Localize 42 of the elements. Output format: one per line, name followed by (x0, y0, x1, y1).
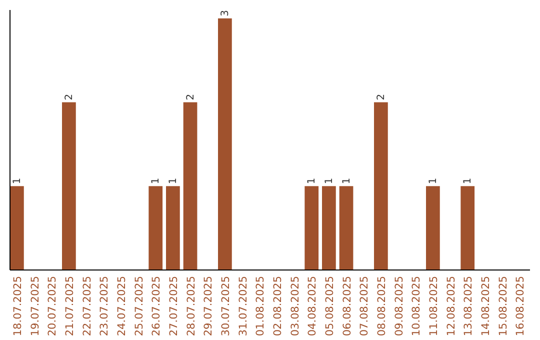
x-tick-label: 10.08.2025 (410, 276, 423, 336)
data-label: 1 (341, 178, 352, 184)
data-label: 1 (324, 178, 335, 184)
data-label: 1 (462, 178, 474, 184)
x-tick-label: 06.08.2025 (341, 276, 354, 336)
x-tick-label: 18.07.2025 (12, 276, 24, 336)
x-tick-label: 31.07.2025 (237, 276, 250, 336)
data-label: 1 (150, 178, 162, 184)
x-tick-label: 15.08.2025 (497, 276, 510, 336)
data-label: 1 (168, 178, 179, 184)
data-label: 3 (220, 10, 231, 16)
x-tick-label: 01.08.2025 (254, 276, 267, 336)
data-label: 2 (376, 94, 387, 100)
x-tick-label: 16.08.2025 (514, 276, 527, 336)
x-tick-label: 23.07.2025 (98, 276, 111, 336)
x-tick-label: 29.07.2025 (202, 276, 215, 336)
x-tick-label: 27.07.2025 (168, 276, 180, 336)
x-tick-label: 02.08.2025 (272, 276, 284, 336)
data-label: 1 (306, 178, 318, 184)
x-tick-label: 09.08.2025 (393, 276, 406, 336)
x-tick-label: 22.07.2025 (81, 276, 94, 336)
data-label: 2 (64, 94, 75, 100)
x-tick-label: 21.07.2025 (64, 276, 76, 336)
x-tick-label: 25.07.2025 (133, 276, 146, 336)
x-tick-label: 11.08.2025 (428, 276, 440, 336)
x-tick-label: 30.07.2025 (220, 276, 232, 336)
x-tick-label: 03.08.2025 (289, 276, 302, 336)
data-label: 2 (185, 94, 196, 100)
x-tick-label: 13.08.2025 (462, 276, 475, 336)
x-tick-label: 05.08.2025 (324, 276, 336, 336)
x-tick-label: 24.07.2025 (116, 276, 128, 336)
data-label: 1 (428, 178, 439, 184)
x-tick-label: 28.07.2025 (185, 276, 198, 336)
data-label: 1 (12, 178, 23, 184)
x-tick-label: 04.08.2025 (306, 276, 319, 336)
x-tick-label: 26.07.2025 (150, 276, 163, 336)
x-tick-label: 14.08.2025 (480, 276, 492, 336)
x-tick-label: 08.08.2025 (376, 276, 388, 336)
x-tick-label: 07.08.2025 (358, 276, 371, 336)
x-tick-label: 19.07.2025 (29, 276, 42, 336)
x-tick-label: 12.08.2025 (445, 276, 458, 336)
x-tick-label: 20.07.2025 (46, 276, 59, 336)
